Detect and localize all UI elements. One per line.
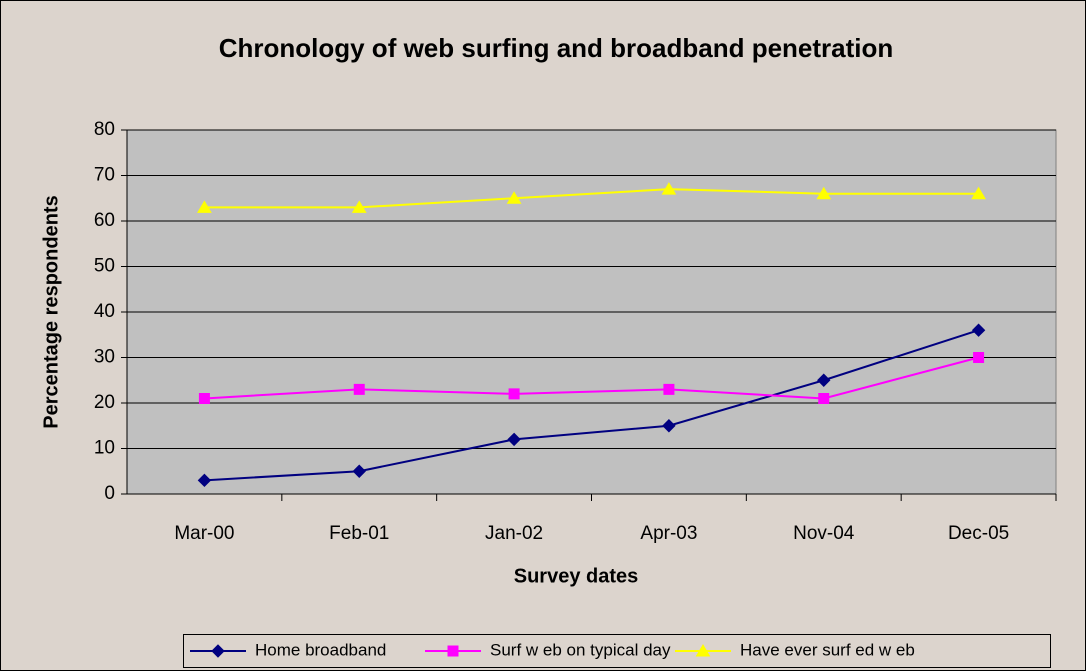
series-line <box>204 329 979 482</box>
chart-title: Chronology of web surfing and broadband … <box>219 33 894 63</box>
data-point <box>973 352 985 363</box>
y-tick-label: 80 <box>94 119 115 140</box>
y-tick-label: 0 <box>104 483 115 504</box>
data-point <box>351 200 367 213</box>
data-point <box>816 186 832 200</box>
series-line <box>204 188 979 209</box>
data-point <box>508 388 520 400</box>
data-point <box>817 373 831 387</box>
legend-marker <box>447 645 459 657</box>
data-point <box>507 432 521 447</box>
data-point <box>197 200 212 213</box>
x-tick-label: Jan-02 <box>485 523 543 544</box>
y-axis-title: Percentage respondents <box>40 195 62 428</box>
legend-text: Home broadband <box>255 640 386 659</box>
y-tick-label: 70 <box>94 165 115 186</box>
data-point <box>971 186 986 200</box>
data-point <box>352 464 366 478</box>
data-point <box>197 473 212 488</box>
y-tick-label: 50 <box>94 256 115 277</box>
legend <box>183 634 1051 668</box>
x-tick-label: Nov-04 <box>793 523 855 544</box>
legend-marker <box>695 644 711 657</box>
data-point <box>971 323 986 337</box>
x-tick-label: Apr-03 <box>640 523 697 544</box>
data-point <box>818 392 830 404</box>
series-line <box>204 356 979 400</box>
x-tick-label: Dec-05 <box>948 523 1009 544</box>
data-point <box>198 392 210 404</box>
y-tick-label: 30 <box>94 347 115 368</box>
legend-marker <box>211 644 225 658</box>
data-point <box>506 191 522 204</box>
legend-text: Surf w eb on typical day <box>490 640 671 659</box>
legend-text: Have ever surf ed w eb <box>740 640 915 659</box>
x-tick-label: Feb-01 <box>329 523 389 544</box>
data-point <box>663 383 675 395</box>
data-point <box>661 182 677 195</box>
y-tick-label: 10 <box>94 438 115 459</box>
x-axis-title: Survey dates <box>514 565 639 587</box>
y-tick-label: 20 <box>94 392 115 413</box>
y-tick-label: 40 <box>94 301 115 322</box>
y-tick-label: 60 <box>94 210 115 231</box>
data-point <box>353 383 365 395</box>
x-tick-label: Mar-00 <box>174 523 234 544</box>
data-point <box>662 419 676 433</box>
